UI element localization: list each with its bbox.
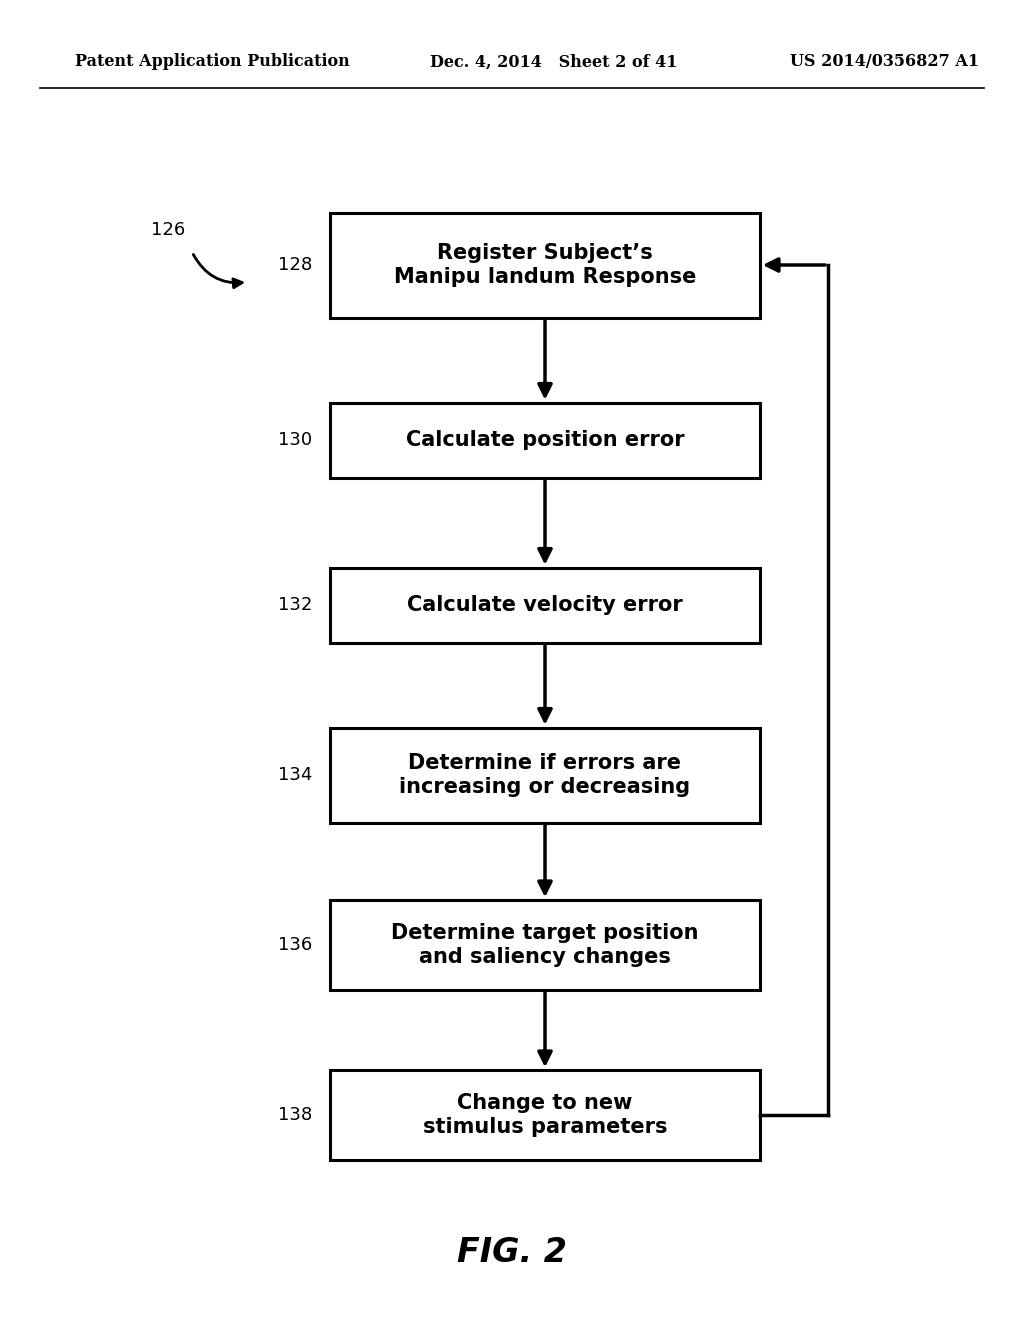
Text: Determine target position
and saliency changes: Determine target position and saliency c… — [391, 924, 698, 966]
Bar — [330, 900, 760, 990]
Text: Calculate position error: Calculate position error — [406, 430, 684, 450]
Bar — [330, 727, 760, 822]
Text: Change to new
stimulus parameters: Change to new stimulus parameters — [423, 1093, 668, 1137]
Bar — [330, 213, 760, 318]
Text: 138: 138 — [278, 1106, 312, 1125]
Bar — [330, 568, 760, 643]
Text: 132: 132 — [278, 597, 312, 614]
Bar — [330, 403, 760, 478]
Text: 134: 134 — [278, 766, 312, 784]
Text: 128: 128 — [278, 256, 312, 275]
Text: Dec. 4, 2014   Sheet 2 of 41: Dec. 4, 2014 Sheet 2 of 41 — [430, 54, 678, 70]
Text: Determine if errors are
increasing or decreasing: Determine if errors are increasing or de… — [399, 754, 690, 796]
Text: FIG. 2: FIG. 2 — [457, 1236, 567, 1269]
Text: 126: 126 — [151, 220, 185, 239]
Text: 130: 130 — [278, 432, 312, 449]
Text: Register Subject’s
Manipu landum Response: Register Subject’s Manipu landum Respons… — [394, 243, 696, 286]
Text: Patent Application Publication: Patent Application Publication — [75, 54, 350, 70]
Text: 136: 136 — [278, 936, 312, 954]
Text: Calculate velocity error: Calculate velocity error — [408, 595, 683, 615]
Text: US 2014/0356827 A1: US 2014/0356827 A1 — [790, 54, 979, 70]
Bar — [330, 1071, 760, 1160]
